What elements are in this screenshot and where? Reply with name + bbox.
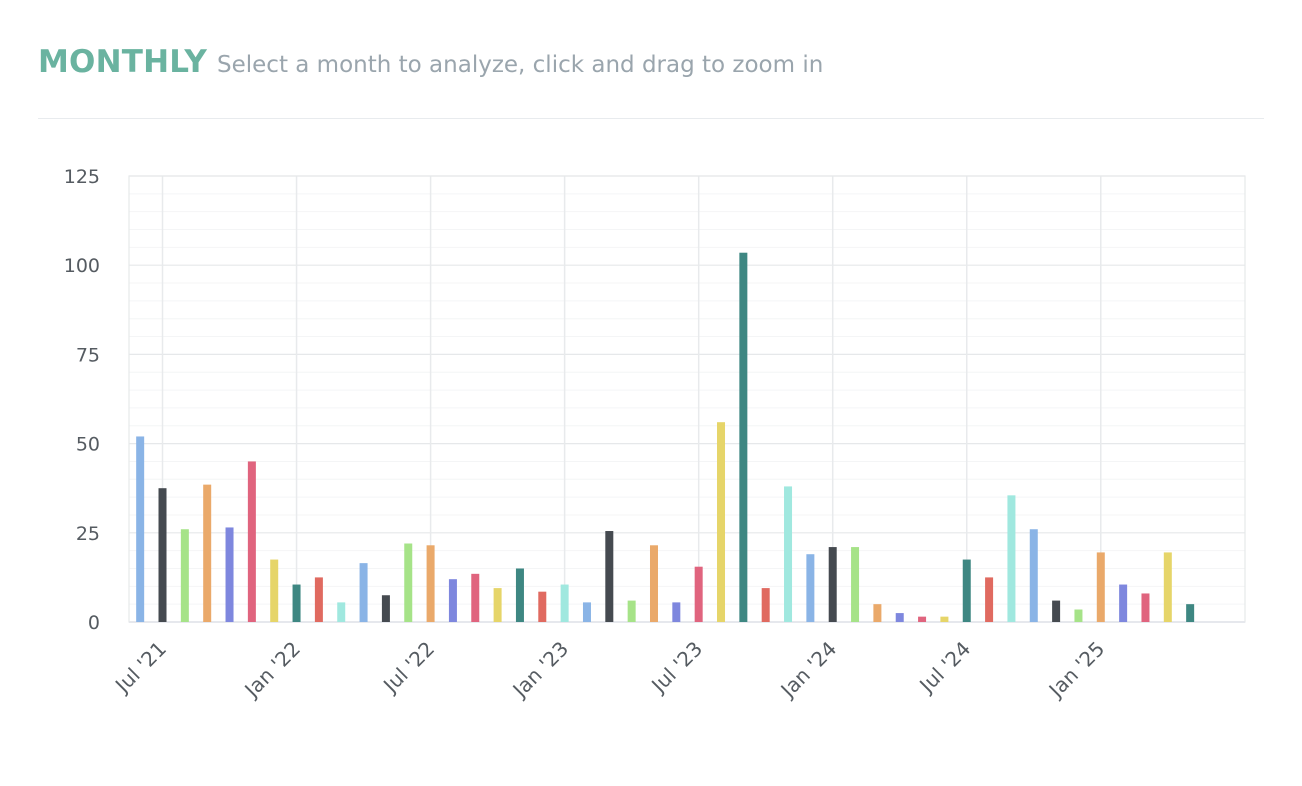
- bar: [448, 579, 457, 622]
- bar: [292, 584, 301, 622]
- bar: [493, 588, 502, 622]
- x-tick-label: Jan '23: [507, 637, 574, 704]
- bar: [806, 554, 815, 622]
- y-tick-label: 25: [76, 523, 100, 545]
- plot-area: [129, 176, 1245, 622]
- bar: [851, 547, 860, 622]
- bar: [538, 591, 547, 622]
- bar: [158, 488, 167, 622]
- bar: [471, 573, 480, 622]
- bar: [1163, 552, 1172, 622]
- bar: [717, 422, 726, 622]
- bar: [1119, 584, 1128, 622]
- bar: [515, 568, 524, 622]
- bar: [873, 604, 882, 622]
- bar: [784, 486, 793, 622]
- bar: [1186, 604, 1195, 622]
- chart-title: MONTHLY: [38, 44, 208, 80]
- bar: [381, 595, 390, 622]
- bar: [1007, 495, 1016, 622]
- chart-subtitle: Select a month to analyze, click and dra…: [217, 52, 824, 78]
- bar: [247, 461, 256, 622]
- bar: [940, 616, 949, 622]
- bar: [203, 484, 212, 622]
- bar: [337, 602, 346, 622]
- bar: [895, 613, 904, 622]
- x-tick-label: Jan '24: [775, 637, 842, 704]
- y-tick-label: 50: [76, 434, 100, 456]
- bar: [404, 543, 413, 622]
- bar: [985, 577, 994, 622]
- y-tick-label: 100: [64, 255, 100, 277]
- bar: [918, 616, 927, 622]
- bar: [136, 436, 145, 622]
- x-tick-label: Jan '25: [1043, 637, 1110, 704]
- bar: [828, 547, 837, 622]
- x-tick-label: Jan '22: [239, 637, 306, 704]
- bar: [694, 566, 703, 622]
- header-divider: [38, 118, 1264, 119]
- x-tick-label: Jul '22: [377, 637, 439, 699]
- plot-border: [128, 175, 1246, 623]
- x-tick-label: Jul '24: [913, 637, 975, 699]
- y-tick-label: 125: [64, 166, 100, 188]
- y-tick-label: 0: [88, 612, 100, 634]
- bar: [1029, 529, 1038, 622]
- bar: [962, 559, 971, 622]
- bar: [605, 531, 614, 622]
- bar: [314, 577, 323, 622]
- x-tick-label: Jul '23: [645, 637, 707, 699]
- chart-header: MONTHLY Select a month to analyze, click…: [38, 44, 823, 80]
- bar: [180, 529, 189, 622]
- bar: [359, 563, 368, 622]
- bar: [560, 584, 569, 622]
- bar: [761, 588, 770, 622]
- bar: [270, 559, 279, 622]
- bar: [426, 545, 435, 622]
- bar: [1074, 609, 1083, 622]
- bar: [1141, 593, 1150, 622]
- bar: [739, 252, 748, 622]
- bar: [1096, 552, 1105, 622]
- bar: [649, 545, 658, 622]
- bar: [627, 600, 636, 622]
- y-tick-label: 75: [76, 344, 100, 366]
- bar: [225, 527, 234, 622]
- bar: [672, 602, 681, 622]
- x-tick-label: Jul '21: [109, 637, 171, 699]
- bar: [582, 602, 591, 622]
- bar: [1052, 600, 1061, 622]
